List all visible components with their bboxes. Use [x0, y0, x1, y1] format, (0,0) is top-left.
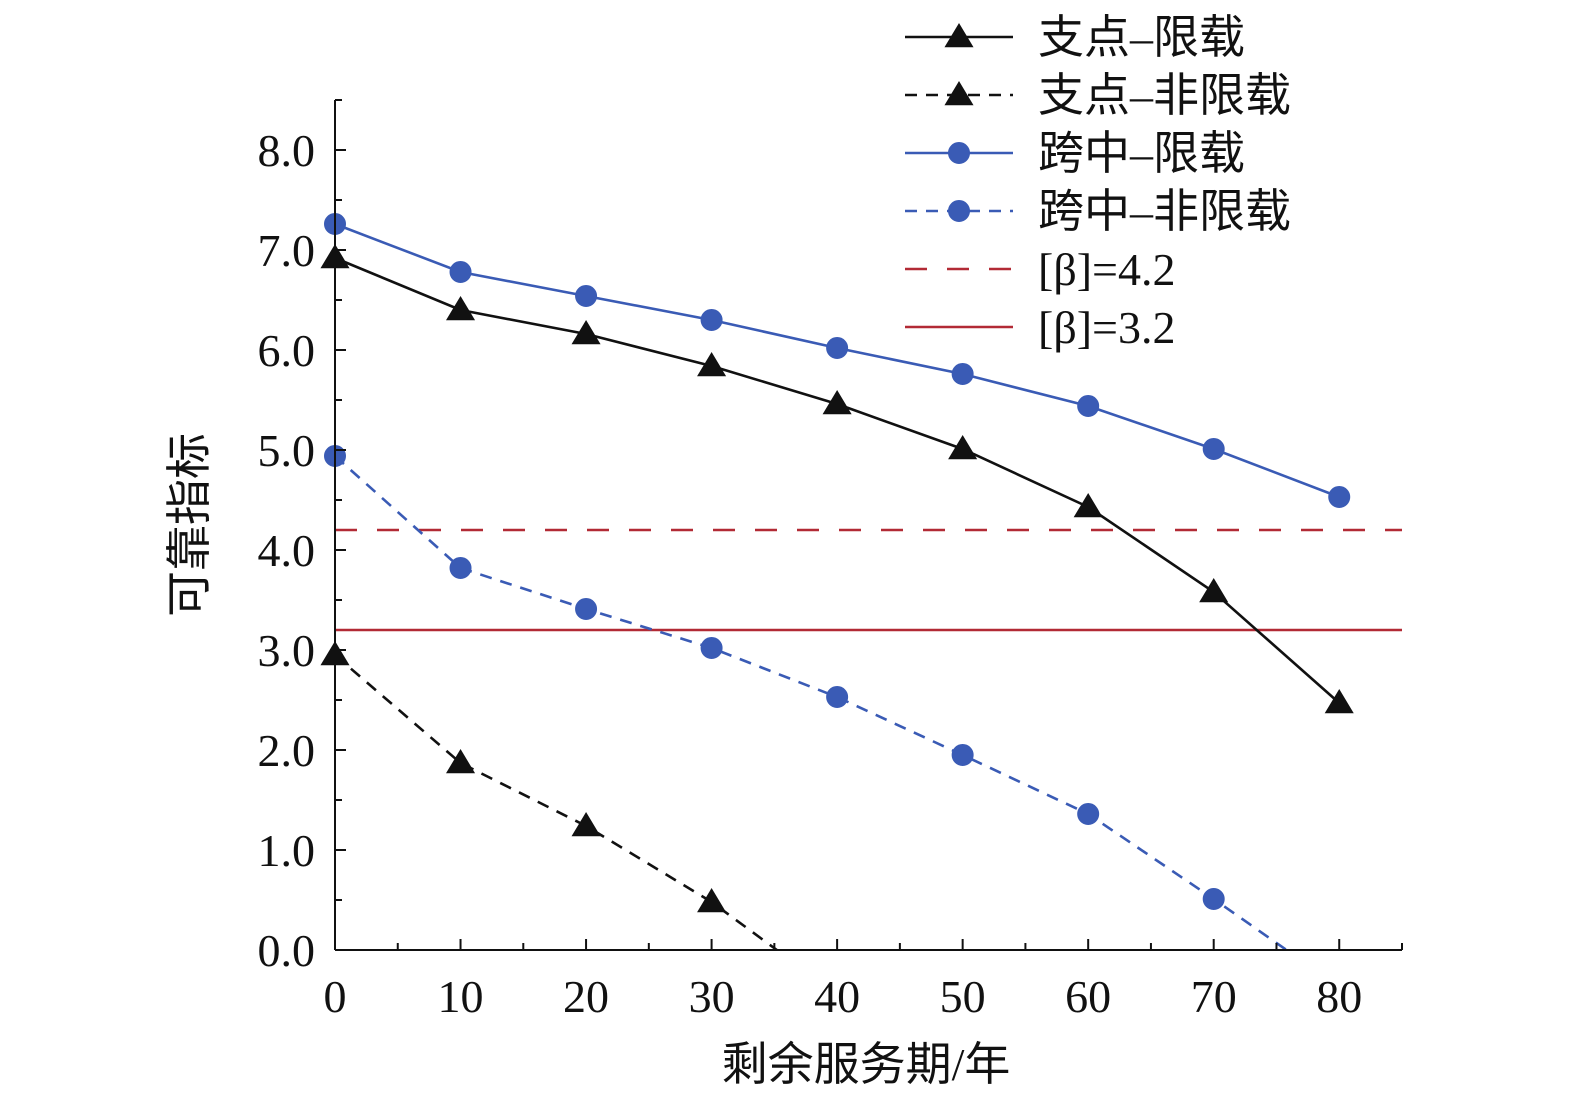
triangle-marker — [944, 23, 974, 48]
legend-item: 跨中–非限载 — [905, 186, 1291, 237]
circle-marker — [948, 200, 970, 222]
circle-marker — [1077, 395, 1100, 417]
triangle-marker — [445, 749, 476, 774]
circle-marker — [1202, 438, 1225, 460]
legend-label: 支点–限载 — [1038, 12, 1245, 63]
triangle-marker — [1324, 689, 1354, 714]
triangle-marker — [571, 812, 601, 837]
circle-marker — [700, 637, 723, 659]
x-tick-label: 0 — [324, 971, 347, 1022]
series-line — [334, 654, 778, 952]
legend-label: 支点–非限载 — [1038, 70, 1291, 121]
x-tick-label: 70 — [1191, 971, 1237, 1022]
legend-label: 跨中–非限载 — [1038, 186, 1291, 237]
series-3 — [324, 445, 1288, 952]
circle-marker — [449, 261, 472, 283]
triangle-marker — [944, 81, 974, 106]
circle-marker — [826, 337, 849, 359]
circle-marker — [449, 557, 472, 579]
legend-item: 支点–非限载 — [905, 70, 1291, 121]
series-line — [334, 256, 1341, 704]
legend-label: [β]=3.2 — [1038, 302, 1175, 353]
triangle-marker — [445, 296, 476, 321]
series-0 — [320, 244, 1354, 714]
circle-marker — [1077, 803, 1100, 825]
series-layer — [320, 213, 1402, 952]
series-line — [334, 222, 1340, 499]
y-tick-label: 4.0 — [258, 525, 316, 576]
x-tick-label: 80 — [1316, 971, 1362, 1022]
x-tick-label: 10 — [438, 971, 484, 1022]
legend-label: 跨中–限载 — [1038, 128, 1245, 179]
x-tick-label: 50 — [940, 971, 986, 1022]
x-axis-title: 剩余服务期/年 — [722, 1039, 1011, 1090]
triangle-marker — [822, 390, 852, 415]
x-tick-label: 30 — [689, 971, 735, 1022]
series-1 — [320, 641, 778, 952]
circle-marker — [951, 744, 974, 766]
y-tick-label: 6.0 — [258, 325, 316, 376]
triangle-marker — [697, 888, 727, 913]
circle-marker — [575, 285, 598, 307]
series-line — [334, 455, 1288, 952]
y-tick-label: 1.0 — [258, 825, 316, 876]
legend-item: [β]=4.2 — [905, 244, 1175, 295]
y-axis-title: 可靠指标 — [164, 433, 215, 617]
y-tick-label: 7.0 — [258, 225, 316, 276]
y-tick-label: 0.0 — [258, 925, 316, 976]
legend-label: [β]=4.2 — [1038, 244, 1175, 295]
circle-marker — [700, 309, 723, 331]
triangle-marker — [697, 352, 727, 377]
circle-marker — [951, 363, 974, 385]
axes-layer — [334, 100, 1402, 951]
circle-marker — [1328, 486, 1351, 508]
x-tick-label: 60 — [1065, 971, 1111, 1022]
legend-item: [β]=3.2 — [905, 302, 1175, 353]
y-tick-label: 8.0 — [258, 125, 316, 176]
series-2 — [324, 213, 1351, 508]
triangle-marker — [948, 435, 978, 460]
circle-marker — [948, 142, 970, 164]
circle-marker — [575, 598, 598, 620]
y-tick-label: 3.0 — [258, 625, 316, 676]
x-tick-label: 20 — [563, 971, 609, 1022]
triangle-marker — [1073, 493, 1103, 518]
x-tick-label: 40 — [814, 971, 860, 1022]
legend-item: 跨中–限载 — [905, 128, 1245, 179]
circle-marker — [826, 686, 849, 708]
triangle-marker — [1199, 578, 1229, 603]
legend-item: 支点–限载 — [905, 12, 1245, 63]
y-tick-label: 5.0 — [258, 425, 316, 476]
y-tick-label: 2.0 — [258, 725, 316, 776]
triangle-marker — [571, 320, 601, 345]
circle-marker — [1202, 888, 1225, 910]
ticks-layer: 0 10 20 30 40 50 60 70 80 0.0 1.0 2.0 3.0 4.0 5.0 6.0 7.… — [258, 99, 1403, 1022]
